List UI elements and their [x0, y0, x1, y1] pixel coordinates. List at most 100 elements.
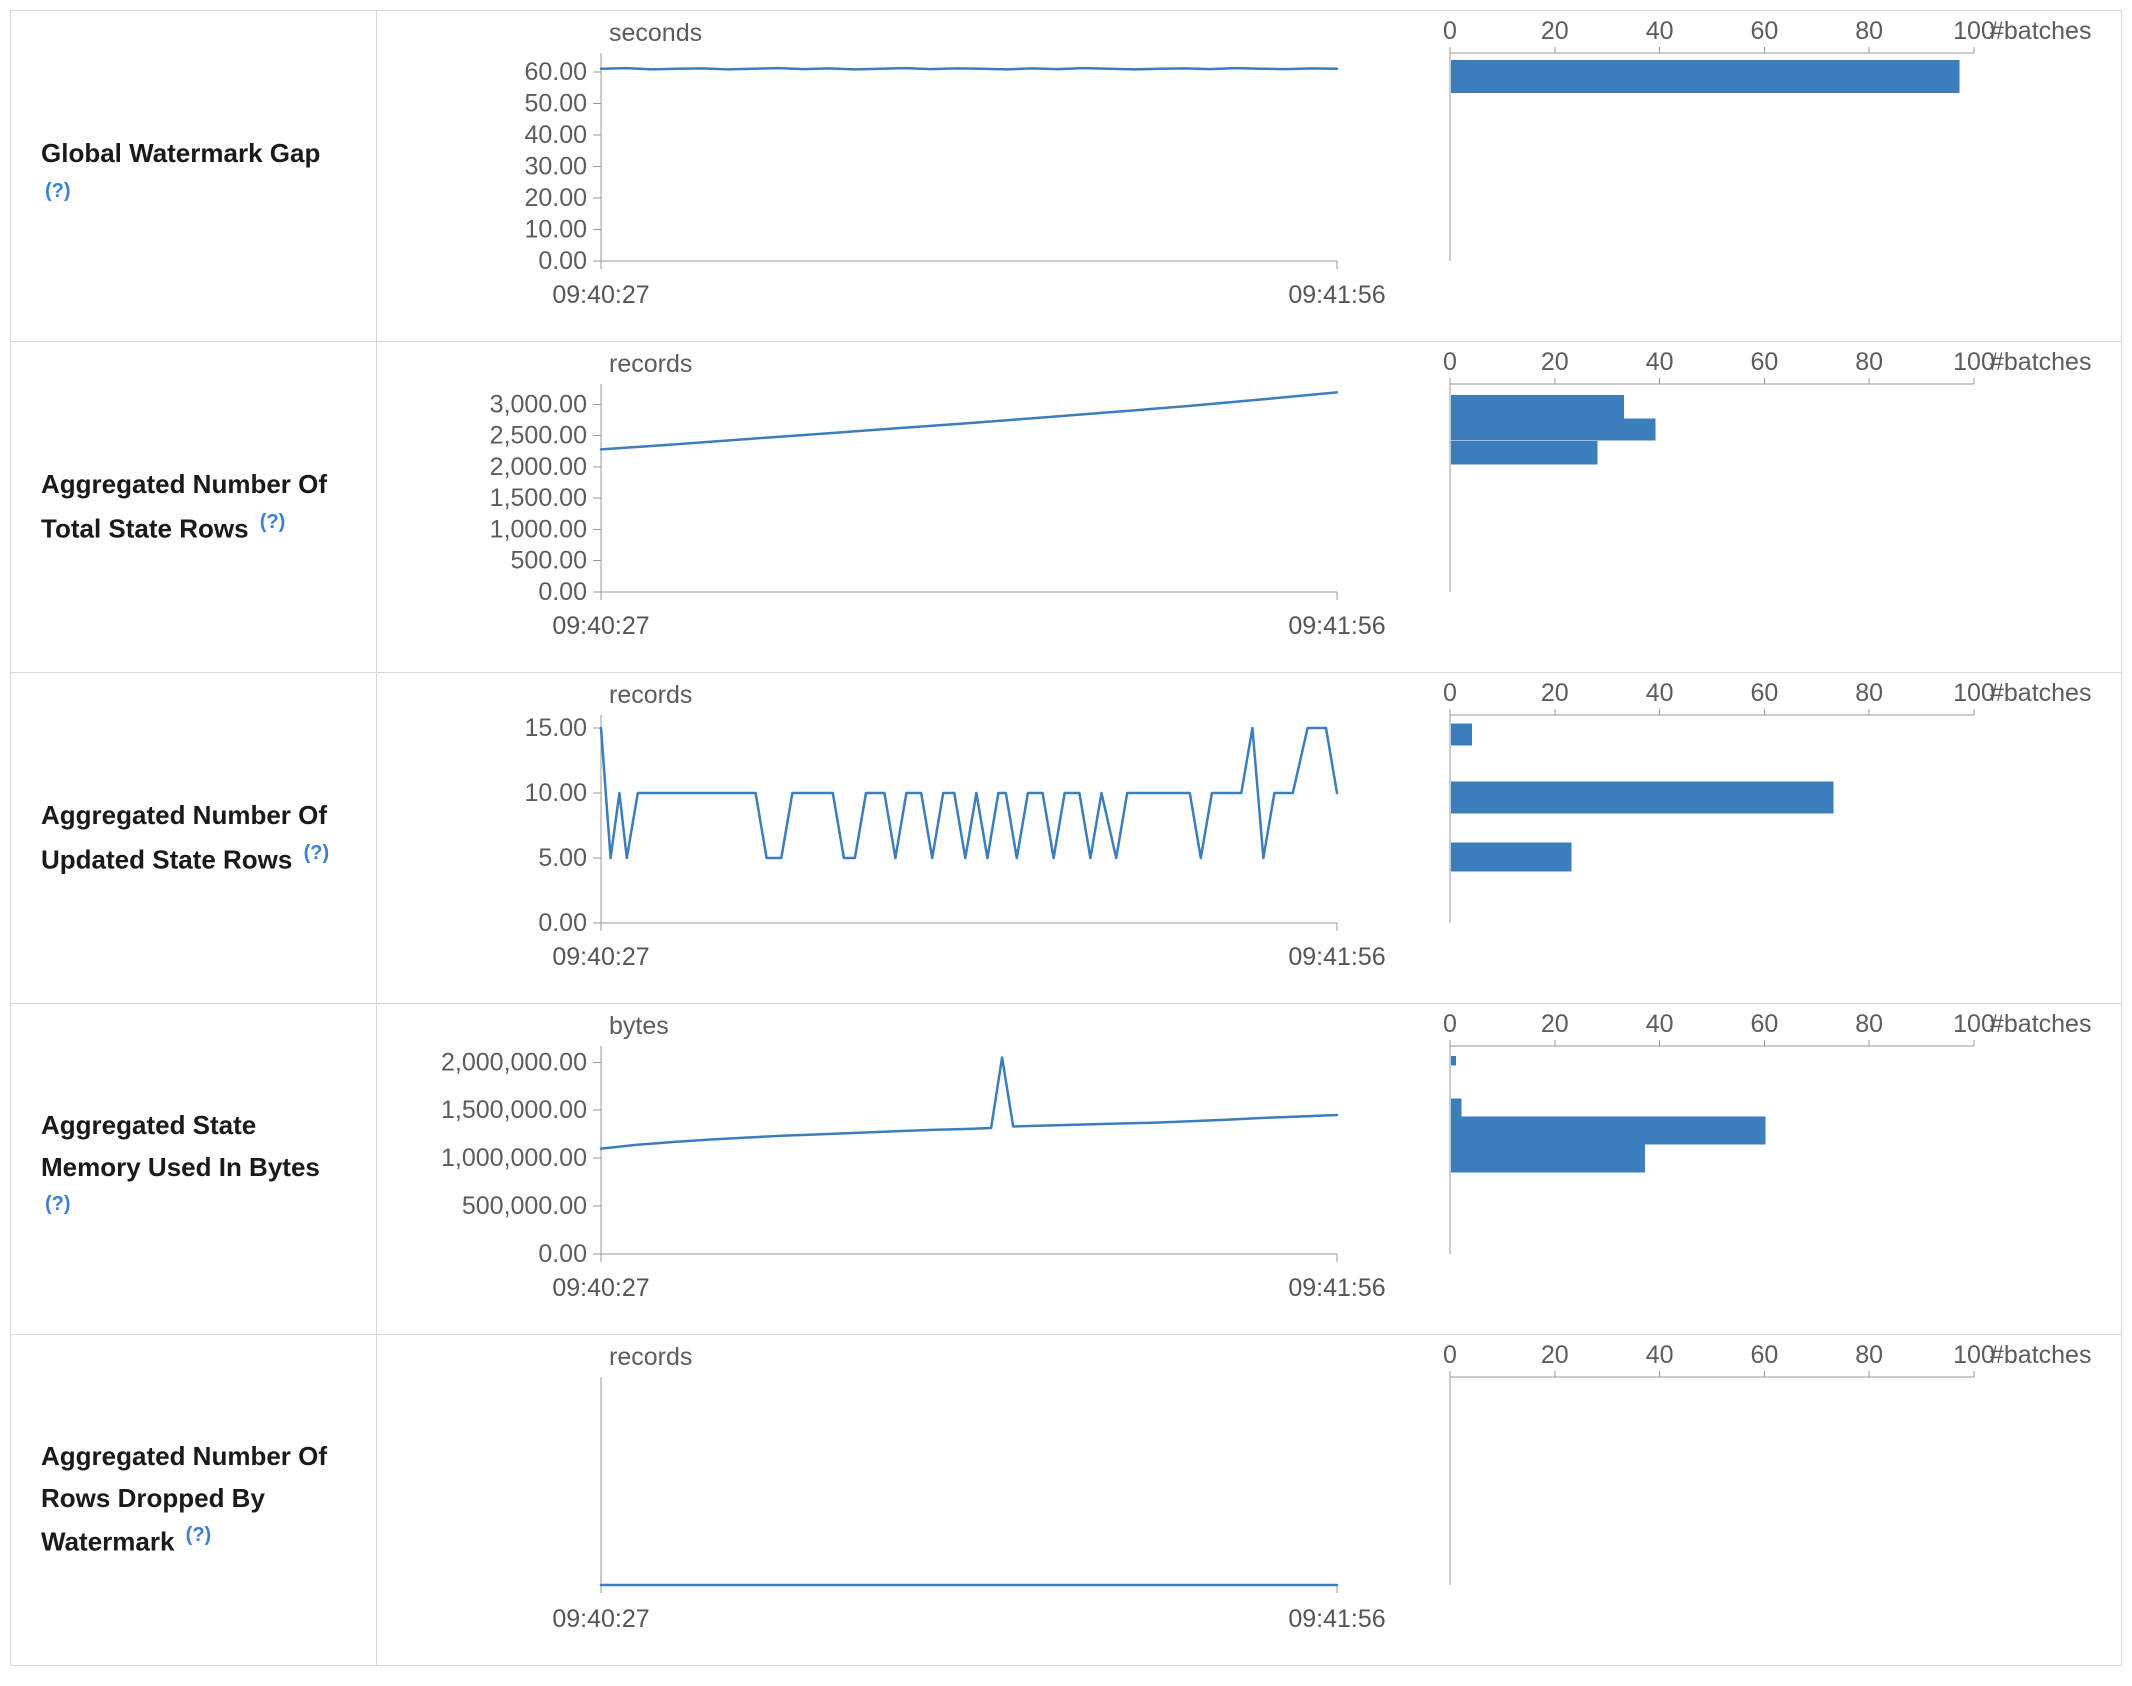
x-tick-label: 40 — [1646, 1341, 1674, 1369]
x-tick-label: 60 — [1750, 679, 1778, 707]
metric-label-wrap: Aggregated Number Of Total State Rows (?… — [41, 464, 356, 550]
metric-label-cell: Aggregated Number Of Updated State Rows … — [11, 673, 377, 1003]
histogram-chart: 0 20 40 60 80 100 #batches — [1392, 1335, 2121, 1665]
chart-line — [599, 66, 1339, 71]
x-tick-label: 40 — [1646, 17, 1674, 45]
y-unit-label: records — [609, 350, 692, 378]
metric-row: Aggregated Number Of Updated State Rows … — [11, 673, 2121, 1004]
y-tick-label: 50.00 — [524, 89, 587, 117]
histogram-bar — [1451, 440, 1598, 465]
histogram-svg: 0 20 40 60 80 100#batches — [1443, 17, 2091, 261]
x-tick-label: 09:40:27 — [552, 943, 649, 971]
histogram-bar — [1451, 395, 1624, 419]
histogram-svg: 0 20 40 60 80 100#batches — [1443, 1341, 2091, 1585]
help-link[interactable]: (?) — [303, 841, 330, 864]
y-tick-label: 1,500.00 — [490, 484, 587, 512]
histogram-svg: 0 20 40 60 80 100#batches — [1443, 348, 2091, 592]
x-tick-label: 09:40:27 — [552, 281, 649, 309]
y-tick-label: 20.00 — [524, 184, 587, 212]
y-unit-label: seconds — [609, 19, 702, 47]
metric-label-wrap: Aggregated State Memory Used In Bytes (?… — [41, 1105, 356, 1232]
x-tick-label: 09:41:56 — [1288, 1274, 1385, 1302]
y-tick-label: 30.00 — [524, 152, 587, 180]
histogram-bar — [1451, 1098, 1462, 1117]
y-tick-label: 10.00 — [524, 215, 587, 243]
x-tick-label: 80 — [1855, 348, 1883, 376]
x-tick-label: 09:41:56 — [1288, 612, 1385, 640]
metric-row: Aggregated Number Of Rows Dropped By Wat… — [11, 1335, 2121, 1665]
x-tick-label: 0 — [1443, 679, 1457, 707]
x-tick-label: 40 — [1646, 679, 1674, 707]
histogram-chart: 0 20 40 60 80 100 #batches — [1392, 11, 2121, 341]
x-unit-label: #batches — [1990, 17, 2091, 45]
x-tick-label: 100 — [1953, 1010, 1995, 1038]
x-tick-label: 20 — [1541, 679, 1569, 707]
timeline-svg: records 09:40:27 09:41:56 — [552, 1343, 1385, 1633]
help-link[interactable]: (?) — [259, 510, 286, 533]
histogram-chart: 0 20 40 60 80 100 #batches — [1392, 1004, 2121, 1334]
y-unit-label: records — [609, 681, 692, 709]
x-tick-label: 20 — [1541, 17, 1569, 45]
y-tick-label: 0.00 — [538, 247, 587, 275]
timeline-chart: records 09:40:27 09:41:56 — [377, 1335, 1392, 1665]
x-tick-label: 09:40:27 — [552, 612, 649, 640]
x-tick-label: 60 — [1750, 348, 1778, 376]
timeline-chart: seconds 60.00 50.00 40.00 30.00 20.00 10.00 0.0… — [377, 11, 1392, 341]
metric-label: Global Watermark Gap — [41, 138, 321, 169]
x-tick-label: 100 — [1953, 17, 1995, 45]
timeline-chart: bytes 2,000,000.00 1,500,000.00 1,000,000.0… — [377, 1004, 1392, 1334]
y-tick-label: 500.00 — [511, 547, 587, 575]
y-tick-label: 10.00 — [524, 779, 587, 807]
histogram-bar — [1451, 723, 1472, 746]
y-tick-label: 60.00 — [524, 58, 587, 86]
timeline-chart: records 3,000.00 2,500.00 2,000.00 1,500.00 1… — [377, 342, 1392, 672]
x-tick-label: 80 — [1855, 17, 1883, 45]
x-tick-label: 09:40:27 — [552, 1274, 649, 1302]
y-tick-label: 1,000.00 — [490, 515, 587, 543]
x-unit-label: #batches — [1990, 1010, 2091, 1038]
chart-line — [599, 726, 1339, 860]
metric-label: Aggregated Number Of Rows Dropped By Wat… — [41, 1441, 328, 1558]
x-tick-label: 100 — [1953, 1341, 1995, 1369]
x-tick-label: 20 — [1541, 348, 1569, 376]
y-unit-label: records — [609, 1343, 692, 1371]
metric-label-wrap: Aggregated Number Of Rows Dropped By Wat… — [41, 1436, 356, 1563]
x-tick-label: 40 — [1646, 348, 1674, 376]
histogram-bar — [1451, 59, 1960, 94]
x-tick-label: 09:40:27 — [552, 1605, 649, 1633]
metric-label-cell: Aggregated Number Of Total State Rows (?… — [11, 342, 377, 672]
x-tick-label: 100 — [1953, 679, 1995, 707]
x-unit-label: #batches — [1990, 1341, 2091, 1369]
y-tick-label: 1,000,000.00 — [441, 1144, 587, 1172]
y-tick-label: 1,500,000.00 — [441, 1096, 587, 1124]
x-tick-label: 40 — [1646, 1010, 1674, 1038]
histogram-bar — [1451, 418, 1656, 441]
timeline-svg: seconds 60.00 50.00 40.00 30.00 20.00 10.00 0.0… — [524, 19, 1385, 309]
y-tick-label: 0.00 — [538, 578, 587, 606]
x-tick-label: 80 — [1855, 679, 1883, 707]
metric-label-wrap: Global Watermark Gap (?) — [41, 133, 356, 219]
x-tick-label: 20 — [1541, 1010, 1569, 1038]
chart-line — [599, 1056, 1339, 1150]
timeline-svg: records 3,000.00 2,500.00 2,000.00 1,500.00 1… — [490, 350, 1386, 640]
x-tick-label: 0 — [1443, 1010, 1457, 1038]
x-tick-label: 60 — [1750, 17, 1778, 45]
help-link[interactable]: (?) — [45, 179, 71, 202]
y-tick-label: 2,500.00 — [490, 422, 587, 450]
x-tick-label: 60 — [1750, 1341, 1778, 1369]
x-unit-label: #batches — [1990, 348, 2091, 376]
help-link[interactable]: (?) — [185, 1524, 212, 1547]
y-tick-label: 2,000,000.00 — [441, 1048, 587, 1076]
histogram-svg: 0 20 40 60 80 100#batches — [1443, 1010, 2091, 1254]
x-tick-label: 100 — [1953, 348, 1995, 376]
y-tick-label: 40.00 — [524, 121, 587, 149]
metric-row: Aggregated State Memory Used In Bytes (?… — [11, 1004, 2121, 1335]
histogram-chart: 0 20 40 60 80 100 #batches — [1392, 673, 2121, 1003]
histogram-bar — [1451, 1116, 1766, 1145]
histogram-chart: 0 20 40 60 80 100 #batches — [1392, 342, 2121, 672]
help-link[interactable]: (?) — [45, 1193, 71, 1216]
x-tick-label: 0 — [1443, 348, 1457, 376]
timeline-svg: bytes 2,000,000.00 1,500,000.00 1,000,000.0… — [441, 1012, 1386, 1302]
histogram-bar — [1451, 842, 1572, 872]
metric-label-cell: Aggregated State Memory Used In Bytes (?… — [11, 1004, 377, 1334]
